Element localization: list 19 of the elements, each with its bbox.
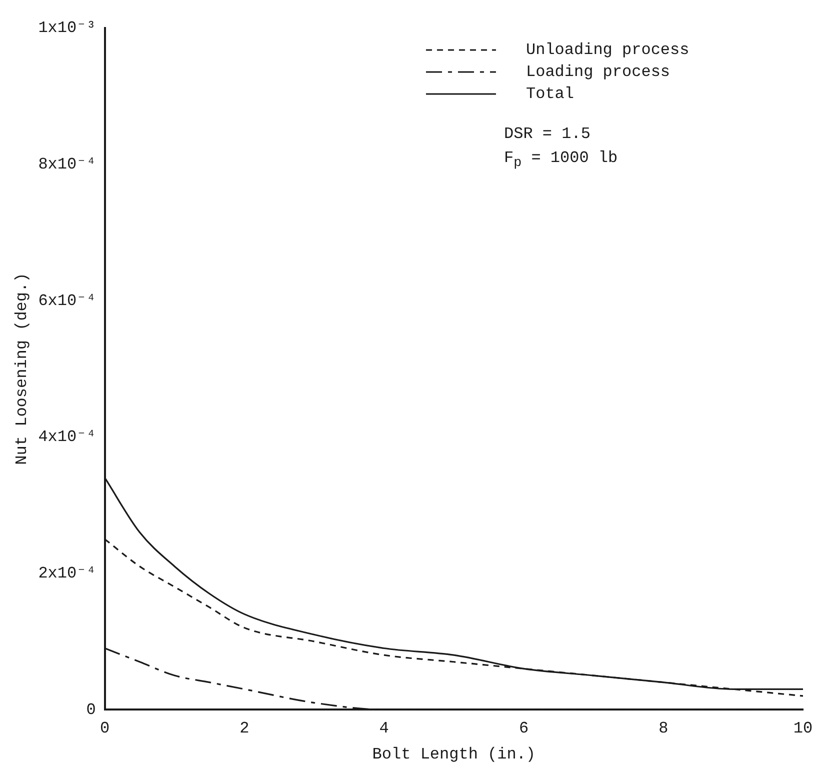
y-axis-title: Nut Loosening (deg.) <box>12 272 31 465</box>
x-tick-label: 6 <box>518 719 529 738</box>
x-tick-label: 10 <box>793 719 813 738</box>
y-tick-label: 1x10⁻³ <box>38 19 96 38</box>
annotation: F$_{p}$ = 1000 lb <box>504 148 618 174</box>
y-tick-label: 4x10⁻⁴ <box>38 428 96 446</box>
y-tick-label: 8x10⁻⁴ <box>38 156 96 174</box>
x-tick-label: 4 <box>379 719 389 738</box>
x-tick-label: 2 <box>240 719 250 738</box>
x-tick-label: 8 <box>658 719 668 738</box>
y-tick-label: 2x10⁻⁴ <box>38 564 96 583</box>
legend-label: Unloading process <box>526 41 690 60</box>
legend-label: Loading process <box>526 63 670 82</box>
x-tick-label: 0 <box>100 719 110 738</box>
x-axis-title: Bolt Length (in.) <box>372 746 536 764</box>
y-tick-label: 6x10⁻⁴ <box>38 292 96 310</box>
annotation: DSR = 1.5 <box>504 124 592 145</box>
legend-label: Total <box>526 85 574 104</box>
y-tick-label: 0 <box>86 700 96 719</box>
